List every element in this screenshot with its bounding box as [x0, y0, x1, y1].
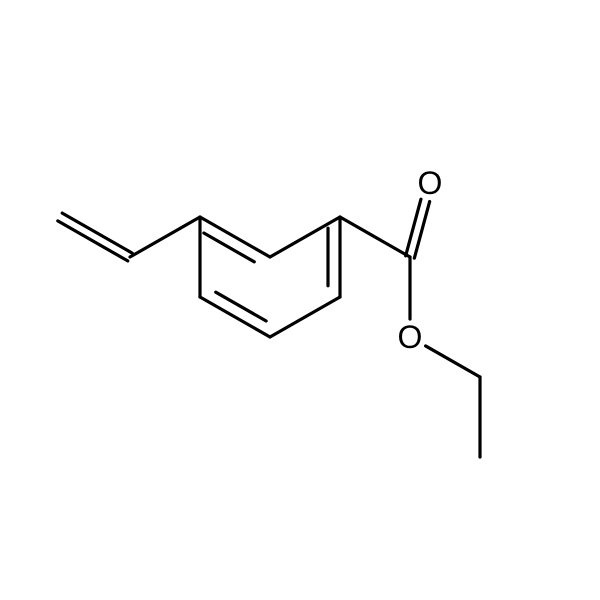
bond — [216, 292, 266, 321]
bond — [204, 233, 254, 262]
atom-label-o: O — [398, 319, 423, 355]
atom-label-o: O — [418, 165, 443, 201]
molecule-diagram: OO — [0, 0, 600, 600]
bond — [426, 346, 480, 377]
bond — [130, 217, 200, 257]
bond — [270, 297, 340, 337]
bond — [58, 221, 128, 261]
bond — [62, 213, 132, 253]
bond — [340, 217, 410, 257]
